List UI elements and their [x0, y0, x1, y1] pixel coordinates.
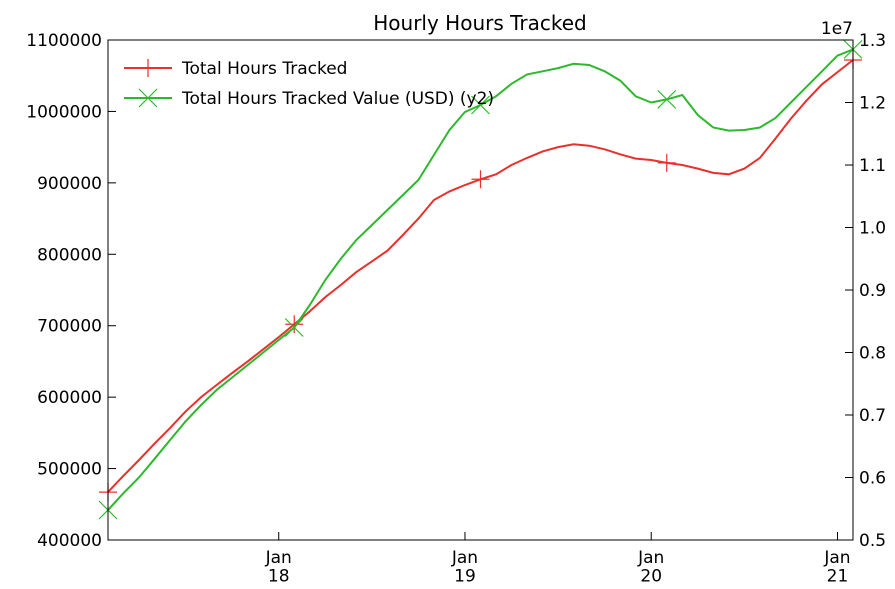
y2-tick-label: 0.7	[859, 406, 886, 426]
y-tick-label: 500000	[37, 460, 102, 480]
point-marker	[285, 315, 304, 334]
series-line	[107, 48, 854, 511]
x-tick-label: Jan 20	[637, 548, 664, 585]
legend-label: Total Hours Tracked Value (USD) (y2)	[181, 89, 494, 109]
y-tick-label: 700000	[37, 317, 102, 337]
y-tick-label: 1100000	[26, 31, 102, 51]
y2-tick-label: 1.3	[859, 31, 886, 51]
y-tick-label: 600000	[37, 388, 102, 408]
point-marker	[657, 153, 676, 172]
y2-tick-label: 0.9	[859, 281, 886, 301]
y2-tick-label: 0.8	[859, 344, 886, 364]
y-tick-label: 900000	[37, 174, 102, 194]
legend-marker	[139, 59, 157, 77]
y-tick-label: 1000000	[26, 102, 102, 122]
y-tick-label: 800000	[37, 245, 102, 265]
y2-offset-label: 1e7	[821, 19, 853, 39]
chart-title: Hourly Hours Tracked	[373, 11, 587, 35]
plot-frame	[107, 39, 854, 541]
x-tick-label: Jan 21	[823, 548, 850, 585]
y2-tick-label: 0.5	[859, 531, 886, 551]
y2-tick-label: 1.1	[859, 156, 886, 176]
point-marker	[471, 170, 490, 189]
y2-tick-label: 0.6	[859, 469, 886, 489]
point-marker	[284, 318, 304, 337]
y-tick-label: 400000	[37, 531, 102, 551]
series-line	[107, 59, 854, 493]
y2-tick-label: 1.0	[859, 219, 886, 239]
point-marker	[657, 89, 677, 109]
y2-tick-label: 1.2	[859, 94, 886, 114]
x-tick-label: Jan 19	[451, 548, 478, 585]
x-tick-label: Jan 18	[265, 548, 292, 585]
point-marker	[471, 95, 490, 115]
legend-label: Total Hours Tracked	[181, 59, 347, 79]
legend-marker	[138, 88, 158, 108]
